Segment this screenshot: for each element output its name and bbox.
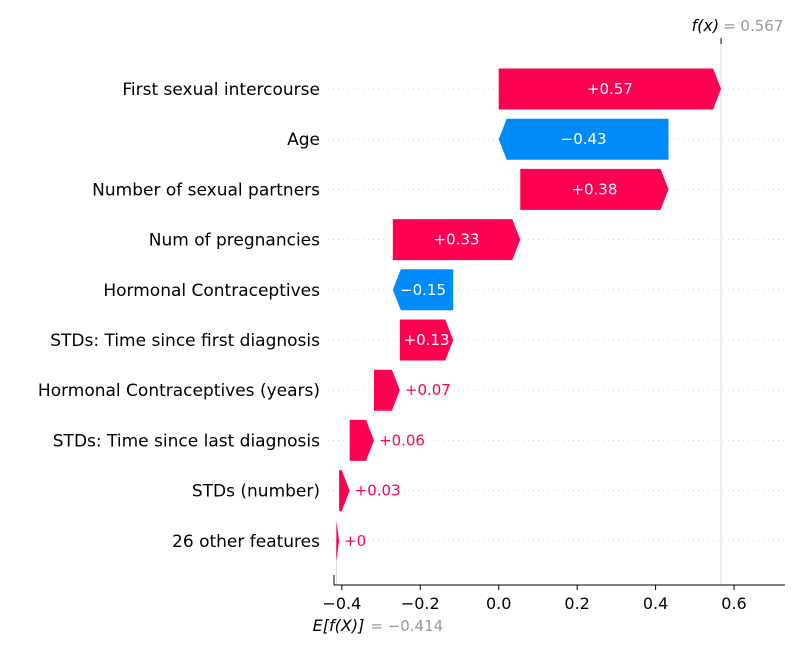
- bar-value-label: −0.15: [400, 281, 446, 299]
- bar-value-label: +0.06: [379, 431, 425, 449]
- bar-value-label: +0.03: [355, 482, 401, 500]
- feature-label: STDs (number): [192, 482, 320, 502]
- x-tick-label: −0.4: [322, 594, 361, 613]
- x-tick-label: −0.2: [401, 594, 440, 613]
- labels-layer: +0.57 First sexual intercourse −0.43 Age +0.…: [38, 80, 633, 552]
- feature-label: Hormonal Contraceptives: [103, 281, 320, 301]
- bar-6: [399, 319, 454, 361]
- x-tick-label: 0.0: [486, 594, 511, 613]
- bar-value-label: +0.38: [571, 180, 617, 198]
- bars-layer: [336, 68, 722, 562]
- x-tick-label: 0.4: [643, 594, 668, 613]
- efx-value: = −0.414: [370, 617, 443, 635]
- x-axis: −0.4 −0.2 0.0 0.2 0.4 0.6: [322, 575, 785, 613]
- bar-4: [392, 219, 521, 261]
- bar-value-label: +0.57: [587, 80, 633, 98]
- feature-label: Hormonal Contraceptives (years): [38, 381, 320, 401]
- bar-value-label: −0.43: [561, 130, 607, 148]
- feature-label: Number of sexual partners: [92, 180, 320, 200]
- feature-label: STDs: Time since last diagnosis: [53, 431, 320, 451]
- bar-value-label: +0.13: [404, 331, 450, 349]
- bar-1: [498, 68, 722, 110]
- bar-10: [336, 520, 340, 562]
- x-tick-label: 0.6: [721, 594, 746, 613]
- bar-5: [392, 269, 454, 311]
- bar-9: [339, 470, 350, 512]
- fx-value: = 0.567: [723, 17, 783, 35]
- efx-label: E[f(X)]: [313, 616, 365, 635]
- bar-2: [498, 118, 669, 160]
- annotations: f(x) = 0.567 E[f(X)] = −0.414: [313, 16, 784, 635]
- bar-value-label: +0.07: [405, 381, 451, 399]
- feature-label: Age: [287, 130, 320, 150]
- fx-label: f(x): [691, 16, 719, 35]
- bar-3: [520, 168, 669, 210]
- bar-value-label: +0: [344, 532, 366, 550]
- bar-8: [349, 419, 375, 461]
- x-tick-label: 0.2: [564, 594, 589, 613]
- feature-label: STDs: Time since first diagnosis: [50, 331, 320, 351]
- bar-value-label: +0.33: [434, 231, 480, 249]
- bar-7: [374, 369, 400, 411]
- feature-label: Num of pregnancies: [149, 231, 320, 251]
- feature-label: 26 other features: [172, 532, 320, 552]
- feature-label: First sexual intercourse: [122, 80, 320, 100]
